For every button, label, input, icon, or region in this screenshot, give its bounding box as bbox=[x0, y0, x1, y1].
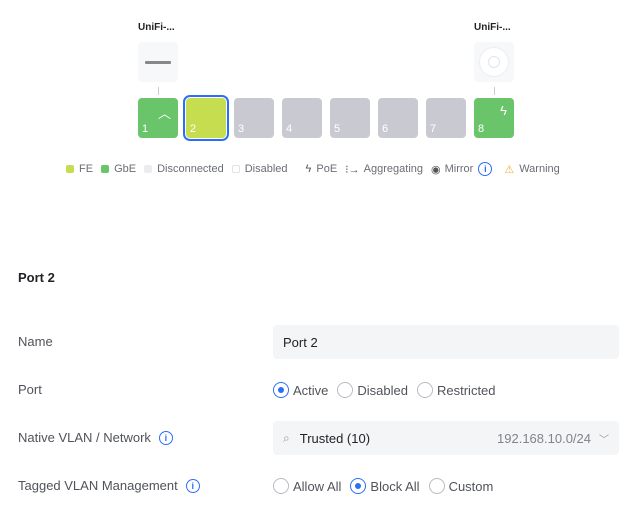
aggregating-icon: ⁝→ bbox=[345, 163, 360, 176]
eye-icon: ◉ bbox=[431, 163, 441, 176]
port-3[interactable]: 3 bbox=[234, 98, 274, 138]
switch-device-icon[interactable] bbox=[138, 42, 178, 82]
port-7[interactable]: 7 bbox=[426, 98, 466, 138]
radio-circle[interactable] bbox=[337, 382, 354, 398]
legend: FE GbE Disconnected Disabled ϟ PoE ⁝→ Aggr… bbox=[66, 162, 568, 176]
radio-custom[interactable]: Custom bbox=[428, 478, 494, 494]
port-number: 2 bbox=[190, 123, 197, 135]
device-label: UniFi-... bbox=[474, 22, 511, 33]
name-input[interactable]: Port 2 bbox=[273, 325, 619, 359]
legend-gbe: GbE bbox=[114, 163, 137, 175]
radio-circle[interactable] bbox=[417, 382, 433, 398]
port-4[interactable]: 4 bbox=[282, 98, 322, 138]
tagged-radio-group: Allow All Block All Custom bbox=[273, 478, 502, 494]
legend-poe: PoE bbox=[316, 163, 338, 175]
radio-label: Block All bbox=[370, 478, 420, 494]
radio-disabled[interactable]: Disabled bbox=[337, 382, 408, 398]
info-icon[interactable]: i bbox=[158, 430, 173, 445]
device-label: UniFi-... bbox=[138, 22, 175, 33]
port-number: 5 bbox=[334, 123, 341, 135]
radio-active[interactable]: Active bbox=[273, 382, 328, 398]
info-icon[interactable]: i bbox=[185, 478, 200, 493]
radio-label: Active bbox=[293, 382, 329, 398]
section-title: Port 2 bbox=[18, 270, 55, 285]
radio-label: Allow All bbox=[293, 478, 342, 494]
name-value: Port 2 bbox=[283, 334, 318, 350]
port-label: Port bbox=[18, 382, 42, 397]
radio-circle[interactable] bbox=[350, 478, 367, 494]
chevron-down-icon: ﹀ bbox=[599, 434, 609, 446]
port-2[interactable]: 2 bbox=[183, 95, 229, 141]
radio-block-all[interactable]: Block All bbox=[350, 478, 420, 494]
legend-disabled: Disabled bbox=[244, 163, 288, 175]
name-label: Name bbox=[18, 334, 53, 349]
tagged-vlan-label: Tagged VLAN Management i bbox=[18, 478, 200, 493]
tagged-vlan-label-text: Tagged VLAN Management bbox=[18, 478, 178, 493]
poe-bolt-icon: ϟ bbox=[500, 103, 507, 118]
legend-aggregating: Aggregating bbox=[363, 163, 423, 175]
vlan-subnet: 192.168.10.0/24 bbox=[497, 430, 591, 446]
radio-label: Custom bbox=[448, 478, 494, 494]
port-number: 3 bbox=[238, 123, 245, 135]
info-icon[interactable]: i bbox=[478, 162, 493, 176]
connector-line bbox=[494, 87, 495, 95]
radio-label: Disabled bbox=[357, 382, 408, 398]
port-number: 7 bbox=[430, 123, 437, 135]
radio-circle[interactable] bbox=[273, 478, 289, 494]
port-5[interactable]: 5 bbox=[330, 98, 370, 138]
search-icon: ⌕ bbox=[283, 430, 290, 445]
port-number: 6 bbox=[382, 123, 389, 135]
native-vlan-select[interactable]: ⌕ Trusted (10) 192.168.10.0/24 ﹀ bbox=[273, 421, 619, 455]
poe-icon: ϟ bbox=[305, 163, 312, 175]
native-vlan-label-text: Native VLAN / Network bbox=[18, 430, 151, 445]
radio-restricted[interactable]: Restricted bbox=[417, 382, 496, 398]
access-point-device-icon[interactable] bbox=[474, 42, 514, 82]
legend-mirror: Mirror bbox=[444, 163, 474, 175]
port-number: 4 bbox=[286, 123, 293, 135]
legend-disconnected: Disconnected bbox=[157, 163, 224, 175]
port-number: 8 bbox=[478, 123, 485, 135]
port-1[interactable]: ︿ 1 bbox=[138, 98, 178, 138]
native-vlan-label: Native VLAN / Network i bbox=[18, 430, 173, 445]
port-number: 1 bbox=[142, 123, 149, 135]
radio-allow-all[interactable]: Allow All bbox=[273, 478, 341, 494]
radio-label: Restricted bbox=[437, 382, 496, 398]
uplink-icon: ︿ bbox=[157, 106, 171, 121]
warning-icon: ⚠ bbox=[504, 163, 515, 176]
radio-circle[interactable] bbox=[428, 478, 445, 494]
port-6[interactable]: 6 bbox=[378, 98, 418, 138]
connector-line bbox=[158, 87, 159, 95]
port-radio-group: Active Disabled Restricted bbox=[273, 382, 505, 398]
vlan-value: Trusted (10) bbox=[299, 430, 371, 446]
radio-circle[interactable] bbox=[273, 382, 289, 398]
legend-warning: Warning bbox=[519, 163, 560, 175]
legend-fe: FE bbox=[79, 163, 94, 175]
